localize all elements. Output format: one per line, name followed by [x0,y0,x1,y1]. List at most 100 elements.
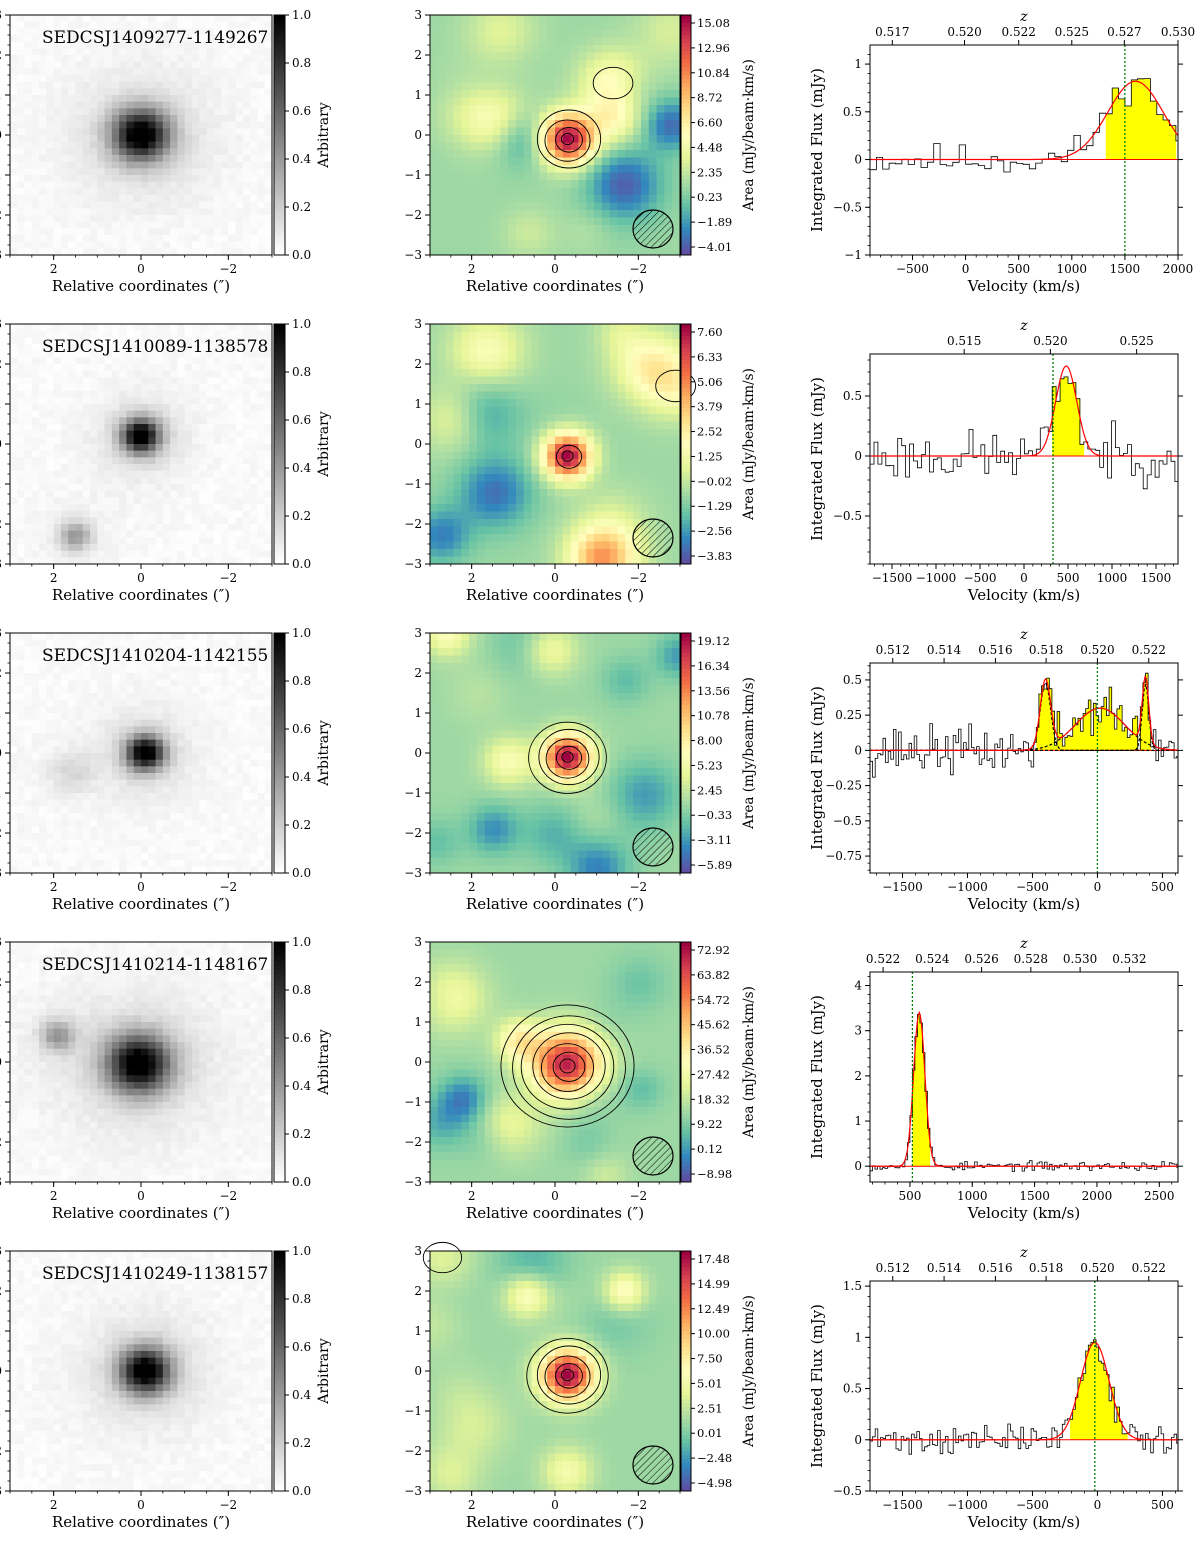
mom0-pixel [515,399,525,407]
mom0-pixel [633,466,642,475]
mom0-pixel [445,202,454,211]
mom0-colorbar-segment [681,199,691,204]
mom0-pixel [515,339,525,347]
mom0-pixel [578,391,587,400]
mom0-pixel [430,496,439,505]
optical-pixel [104,108,113,116]
mom0-pixel [562,67,572,76]
mom0-pixel [625,511,634,520]
mom0-pixel [570,361,579,370]
mom0-pixel [656,187,665,196]
optical-pixel [228,350,237,358]
mom0-pixel [648,414,657,422]
optical-pixel [221,21,229,29]
mom0-pixel [609,459,618,467]
optical-pixel [184,228,193,236]
optical-pixel [126,175,135,183]
mom0-pixel [437,354,447,362]
optical-pixel [75,404,84,412]
mom0-pixel [570,97,579,106]
optical-pixel [228,537,237,545]
mom0-pixel [523,444,532,452]
optical-pixel [155,384,164,392]
optical-pixel [46,397,55,405]
mom0-pixel [469,165,478,173]
optical-pixel [242,188,251,196]
optical-pixel [264,88,273,96]
optical-pixel [68,248,76,256]
optical-pixel [82,357,91,365]
optical-pixel [133,81,142,89]
optical-pixel [97,115,106,123]
optical-pixel [155,128,164,136]
mom0-pixel [555,82,564,91]
optical-pixel [119,510,127,518]
optical-pixel [221,101,229,109]
optical-pixel [10,430,18,438]
optical-pixel [46,108,55,116]
mom0-pixel [656,421,665,430]
optical-pixel [213,141,222,149]
optical-pixel [126,517,135,525]
mom0-pixel [578,451,587,460]
optical-pixel [119,410,127,418]
optical-pixel [235,168,244,176]
mom0-pixel [617,384,626,392]
mom0-pixel [461,511,470,520]
mom0-pixel [601,120,611,128]
optical-pixel [97,68,106,76]
optical-pixel [250,81,258,89]
mom0-pixel [555,15,564,23]
gray-colorbar-segment [274,496,285,501]
gray-colorbar-label: 1.0 [292,8,311,22]
mom0-pixel [672,504,681,512]
mom0-pixel [492,459,501,467]
optical-pixel [82,161,91,169]
mom0-pixel [555,354,564,362]
optical-pixel [170,195,178,203]
optical-ytick-label: 2 [0,357,2,371]
optical-pixel [177,228,186,236]
mom0-pixel [555,195,564,203]
spectrum-xlabel: Velocity (km/s) [967,277,1080,295]
optical-pixel [148,344,156,352]
mom0-pixel [430,519,439,527]
optical-pixel [104,464,113,472]
optical-pixel [213,68,222,76]
optical-pixel [257,95,266,103]
mom0-pixel [539,489,548,497]
optical-pixel [257,477,266,485]
optical-pixel [10,148,18,156]
mom0-pixel [508,45,517,53]
optical-pixel [221,228,229,236]
optical-pixel [39,544,47,552]
optical-pixel [199,410,207,418]
optical-pixel [53,161,62,169]
optical-xtick-label: 0 [137,262,145,276]
optical-pixel [133,330,142,338]
optical-pixel [24,557,33,565]
optical-pixel [68,324,76,332]
mom0-pixel [476,436,486,445]
optical-pixel [250,510,258,518]
mom0-pixel [555,406,564,415]
spectrum-histogram [870,78,1178,173]
mom0-pixel [594,52,603,61]
optical-pixel [39,208,47,216]
optical-pixel [177,557,186,565]
gray-colorbar-segment [274,376,285,381]
mom0-pixel [437,15,447,23]
optical-pixel [162,437,171,445]
optical-pixel [228,410,237,418]
optical-pixel [242,228,251,236]
optical-pixel [148,128,156,136]
mom0-pixel [469,37,478,46]
gray-colorbar-segment [274,356,285,361]
optical-pixel [10,370,18,378]
mom0-colorbar-label: −4.01 [697,240,732,254]
mom0-pixel [476,247,486,256]
optical-pixel [24,404,33,412]
optical-pixel [46,128,55,136]
mom0-pixel [461,414,470,422]
mom0-pixel [515,15,525,23]
